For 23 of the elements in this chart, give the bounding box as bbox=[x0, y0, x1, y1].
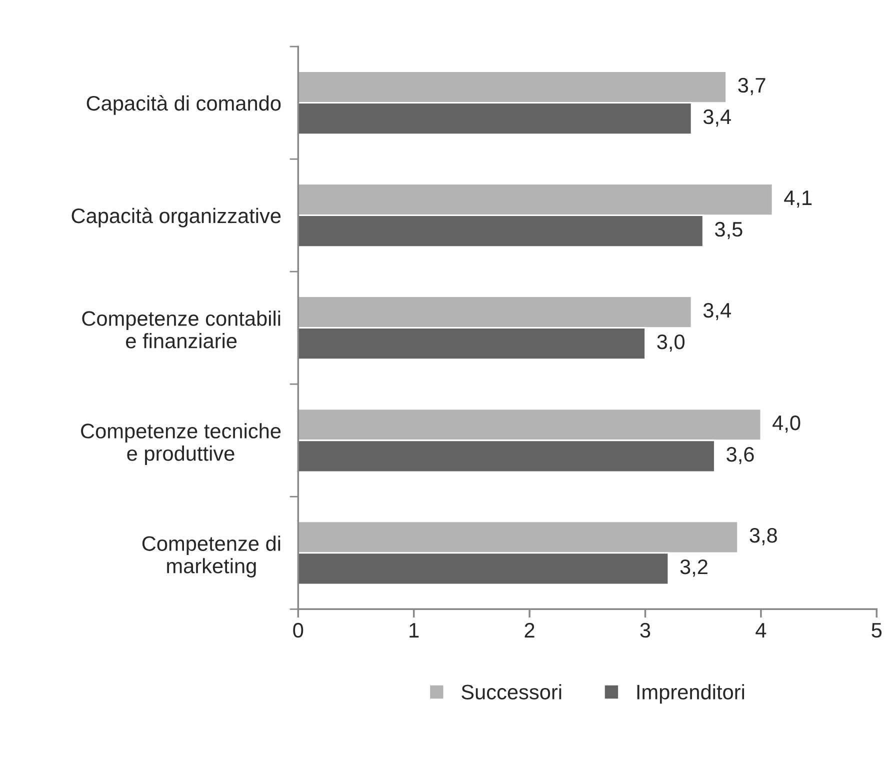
y-tick-label: Competenze contabili e finanziarie bbox=[82, 310, 280, 348]
y-tick-label: Capacità di comando bbox=[86, 95, 281, 115]
data-label: 3,8 bbox=[750, 528, 777, 546]
y-tick-label: Capacità organizzative bbox=[72, 208, 281, 228]
data-label: 3,0 bbox=[657, 334, 685, 352]
data-label: 3,4 bbox=[703, 302, 731, 320]
y-tick-label: Competenze tecniche e produttive bbox=[81, 423, 281, 465]
x-tick-label: 2 bbox=[524, 622, 534, 638]
data-label: 3,5 bbox=[715, 222, 742, 240]
data-label: 4,1 bbox=[784, 190, 812, 208]
x-tick-label: 4 bbox=[756, 623, 766, 638]
data-label: 3,4 bbox=[703, 109, 731, 127]
x-tick-label: 3 bbox=[640, 622, 650, 638]
x-tick-label: 0 bbox=[293, 622, 304, 638]
data-label: 3,7 bbox=[738, 78, 766, 96]
legend-label: Successori bbox=[462, 684, 562, 700]
x-tick-label: 1 bbox=[410, 623, 419, 638]
data-label: 3,6 bbox=[726, 446, 754, 464]
legend-label: Imprenditori bbox=[637, 684, 744, 704]
x-tick-label: 5 bbox=[872, 623, 882, 638]
data-label: 3,2 bbox=[680, 559, 708, 577]
data-label: 4,0 bbox=[772, 415, 800, 433]
y-tick-label: Competenze di marketing bbox=[142, 536, 280, 578]
